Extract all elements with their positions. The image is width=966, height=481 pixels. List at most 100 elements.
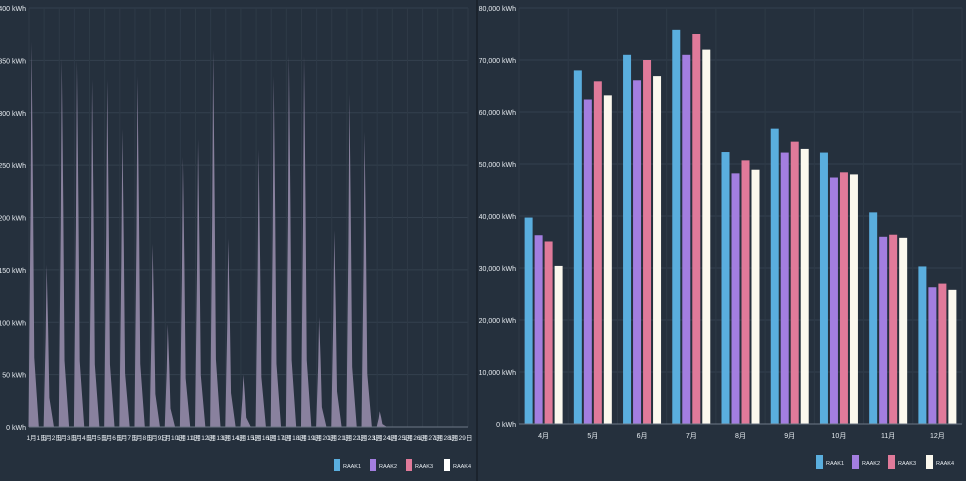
bar: [544, 241, 553, 424]
x-tick-label: 9月: [784, 432, 795, 440]
legend-label: RAAK3: [415, 464, 433, 470]
x-tick-label: 4月: [538, 432, 549, 440]
legend-swatch: [444, 459, 450, 471]
y-tick-label: 20,000 kWh: [479, 318, 516, 325]
x-tick-label: 1月22日: [343, 434, 367, 442]
legend-label: RAAK1: [826, 461, 844, 467]
area-spike: [285, 55, 297, 427]
bar: [770, 128, 779, 424]
x-tick-label: 1月9日: [148, 434, 168, 442]
legend-label: RAAK4: [936, 461, 954, 467]
bar: [879, 236, 888, 424]
x-tick-label: 1月15日: [237, 434, 261, 442]
legend-swatch: [852, 455, 859, 469]
x-tick-label: 1月17日: [267, 434, 291, 442]
bar: [780, 152, 789, 424]
x-tick-label: 8月: [735, 432, 746, 440]
y-tick-label: 200 kWh: [0, 216, 26, 223]
y-tick-label: 150 kWh: [0, 268, 26, 275]
bar: [790, 141, 799, 424]
bar: [751, 169, 760, 424]
area-spike: [119, 128, 130, 427]
bar: [623, 54, 632, 425]
daily-energy-area-chart: 0 kWh 50 kWh 100 kWh 150 kWh 200 kWh 250 kWh 3…: [0, 6, 472, 471]
bar: [889, 234, 898, 424]
x-tick-label: 1月3日: [57, 434, 77, 442]
y-tick-label: 400 kWh: [0, 6, 26, 13]
area-spike: [300, 55, 312, 427]
area-spike: [104, 79, 115, 427]
x-tick-label: 1月12日: [191, 434, 215, 442]
x-tick-label: 7月: [686, 432, 697, 440]
legend-swatch: [334, 459, 340, 471]
bar: [829, 177, 838, 424]
bar: [731, 173, 740, 424]
area-spike: [43, 264, 54, 427]
x-tick-label: 1月23日: [358, 434, 382, 442]
y-tick-label: 80,000 kWh: [479, 6, 516, 13]
area-spike: [195, 138, 206, 427]
y-tick-label: 10,000 kWh: [479, 370, 516, 377]
legend-swatch: [370, 459, 376, 471]
x-tick-label: 1月26日: [403, 434, 427, 442]
x-tick-label: 11月: [881, 432, 895, 440]
x-tick-label: 1月19日: [297, 434, 321, 442]
bar: [692, 34, 701, 424]
x-tick-label: 5月: [587, 432, 598, 440]
area-spike: [89, 79, 100, 427]
bar: [839, 172, 848, 424]
area-spike: [361, 131, 372, 428]
legend-swatch: [926, 455, 933, 469]
area-spike: [58, 58, 70, 427]
x-tick-label: 1月18日: [282, 434, 306, 442]
bar: [741, 160, 750, 425]
area-spike: [73, 60, 85, 427]
y-tick-label: 350 kWh: [0, 58, 26, 65]
legend-label: RAAK2: [379, 464, 397, 470]
area-spike: [346, 93, 357, 428]
x-tick-label: 1月28日: [433, 434, 457, 442]
y-tick-label: 50 kWh: [2, 373, 26, 380]
bar: [819, 152, 828, 424]
bar: [672, 29, 681, 425]
y-tick-label: 60,000 kWh: [479, 110, 516, 117]
x-tick-label: 1月25日: [388, 434, 412, 442]
bar: [643, 60, 652, 424]
bar: [633, 80, 642, 424]
area-spike: [149, 243, 160, 427]
x-tick-label: 12月: [930, 432, 945, 440]
y-tick-label: 300 kWh: [0, 111, 26, 118]
x-tick-label: 6月: [637, 432, 648, 440]
bar: [573, 70, 582, 425]
legend-label: RAAK1: [343, 464, 361, 470]
bar: [800, 148, 809, 425]
bar: [554, 265, 563, 424]
x-tick-label: 1月4日: [72, 434, 92, 442]
legend-swatch: [888, 455, 895, 469]
x-tick-label: 10月: [832, 432, 847, 440]
area-spike: [210, 49, 221, 428]
area-spike: [28, 41, 39, 428]
legend-swatch: [816, 455, 823, 469]
bar: [938, 283, 947, 424]
x-tick-label: 1月16日: [252, 434, 276, 442]
area-spike: [225, 238, 236, 427]
area-spike: [164, 324, 176, 427]
y-tick-label: 250 kWh: [0, 163, 26, 170]
area-spike: [179, 156, 191, 427]
x-tick-label: 1月21日: [327, 434, 351, 442]
x-tick-label: 1月8日: [132, 434, 152, 442]
legend-swatch: [406, 459, 412, 471]
bar: [849, 174, 858, 424]
bar: [899, 237, 908, 424]
x-tick-label: 1月29日: [449, 434, 473, 442]
bar: [721, 152, 730, 425]
x-tick-label: 1月2日: [42, 434, 62, 442]
bar: [869, 212, 878, 424]
bar: [682, 54, 691, 425]
bar: [918, 266, 927, 424]
x-tick-label: 1月13日: [206, 434, 230, 442]
legend-label: RAAK3: [898, 461, 916, 467]
x-tick-label: 1月20日: [312, 434, 336, 442]
